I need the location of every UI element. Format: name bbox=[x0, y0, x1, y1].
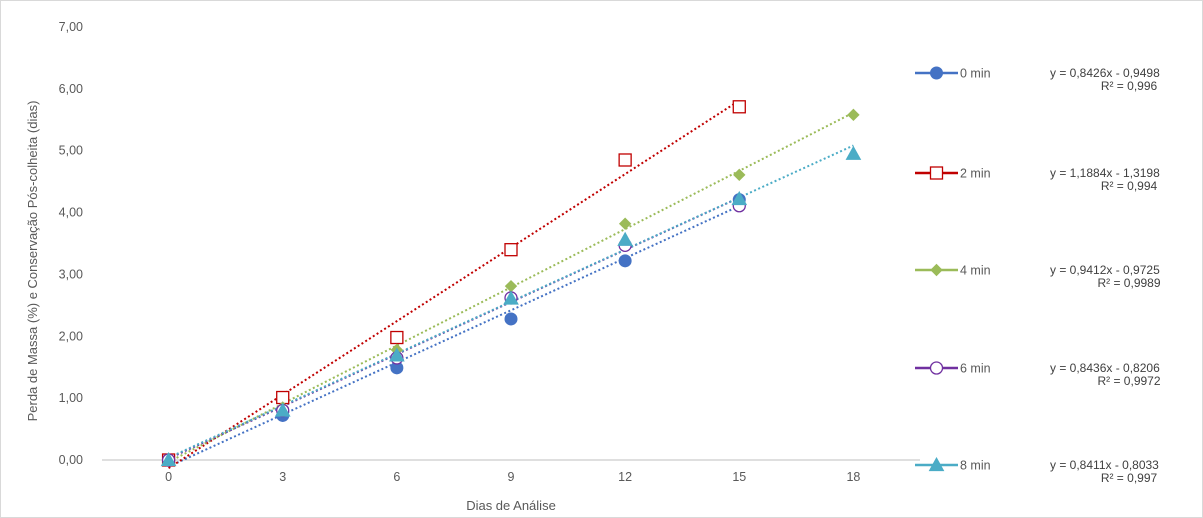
points-group bbox=[160, 100, 862, 467]
legend-label: 6 min bbox=[960, 362, 991, 376]
data-point bbox=[504, 312, 518, 326]
legend-swatch-marker bbox=[930, 263, 943, 277]
data-point bbox=[390, 330, 404, 345]
data-point bbox=[389, 347, 405, 362]
data-point bbox=[618, 153, 632, 167]
x-tick-label: 0 bbox=[165, 470, 172, 484]
legend-label: 4 min bbox=[960, 264, 991, 278]
legend-label: 0 min bbox=[960, 67, 991, 81]
y-tick-label: 0,00 bbox=[59, 453, 83, 467]
trend-r2: R² = 0,994 bbox=[1101, 179, 1158, 193]
trend-equation: y = 0,8426x - 0,9498 bbox=[1050, 66, 1160, 80]
trendline bbox=[168, 205, 740, 468]
x-tick-label: 15 bbox=[732, 470, 746, 484]
x-tick-label: 18 bbox=[846, 470, 860, 484]
y-tick-label: 6,00 bbox=[59, 82, 83, 96]
legend-swatch-marker bbox=[929, 361, 944, 375]
x-tick-label: 12 bbox=[618, 470, 632, 484]
y-tick-label: 3,00 bbox=[59, 267, 83, 281]
legend-swatch-marker bbox=[928, 456, 945, 472]
x-tick-label: 6 bbox=[393, 470, 400, 484]
trend-equation: y = 0,8411x - 0,8033 bbox=[1050, 458, 1159, 472]
x-tick-label: 9 bbox=[508, 470, 515, 484]
trend-r2: R² = 0,997 bbox=[1101, 471, 1158, 485]
data-point bbox=[845, 145, 862, 160]
legend-swatch-marker bbox=[930, 66, 943, 80]
trend-r2: R² = 0,9989 bbox=[1097, 276, 1160, 290]
data-point bbox=[847, 108, 860, 122]
trend-equation: y = 1,1884x - 1,3198 bbox=[1050, 166, 1160, 180]
y-tick-label: 5,00 bbox=[59, 144, 83, 158]
data-point bbox=[618, 217, 632, 230]
data-point bbox=[731, 190, 748, 206]
trend-equation: y = 0,8436x - 0,8206 bbox=[1050, 361, 1160, 375]
legend-swatch-marker bbox=[929, 166, 944, 180]
data-point bbox=[503, 290, 519, 305]
y-axis-title: Perda de Massa (%) e Conservação Pós-col… bbox=[25, 101, 40, 422]
y-tick-label: 7,00 bbox=[59, 20, 83, 34]
data-point bbox=[733, 168, 746, 182]
legend-label: 8 min bbox=[960, 459, 991, 473]
data-point bbox=[160, 451, 177, 467]
data-point bbox=[618, 254, 632, 268]
trend-equation: y = 0,9412x - 0,9725 bbox=[1050, 263, 1160, 277]
data-point bbox=[274, 402, 291, 417]
y-tick-label: 4,00 bbox=[59, 206, 83, 220]
trend-r2: R² = 0,9972 bbox=[1097, 374, 1160, 388]
data-point bbox=[617, 231, 633, 246]
x-axis-title: Dias de Análise bbox=[466, 498, 556, 513]
y-tick-label: 2,00 bbox=[59, 329, 83, 343]
trendline bbox=[168, 99, 740, 469]
axes-group: 0,00 1,00 2,00 3,00 4,00 5,00 6,00 7,00 0 3 6 9 12 15… bbox=[59, 20, 920, 484]
trend-r2: R² = 0,996 bbox=[1101, 79, 1158, 93]
x-tick-label: 3 bbox=[279, 470, 286, 484]
legend-label: 2 min bbox=[960, 167, 991, 181]
data-point bbox=[732, 100, 746, 114]
y-tick-label: 1,00 bbox=[59, 391, 83, 405]
data-point bbox=[504, 243, 518, 257]
